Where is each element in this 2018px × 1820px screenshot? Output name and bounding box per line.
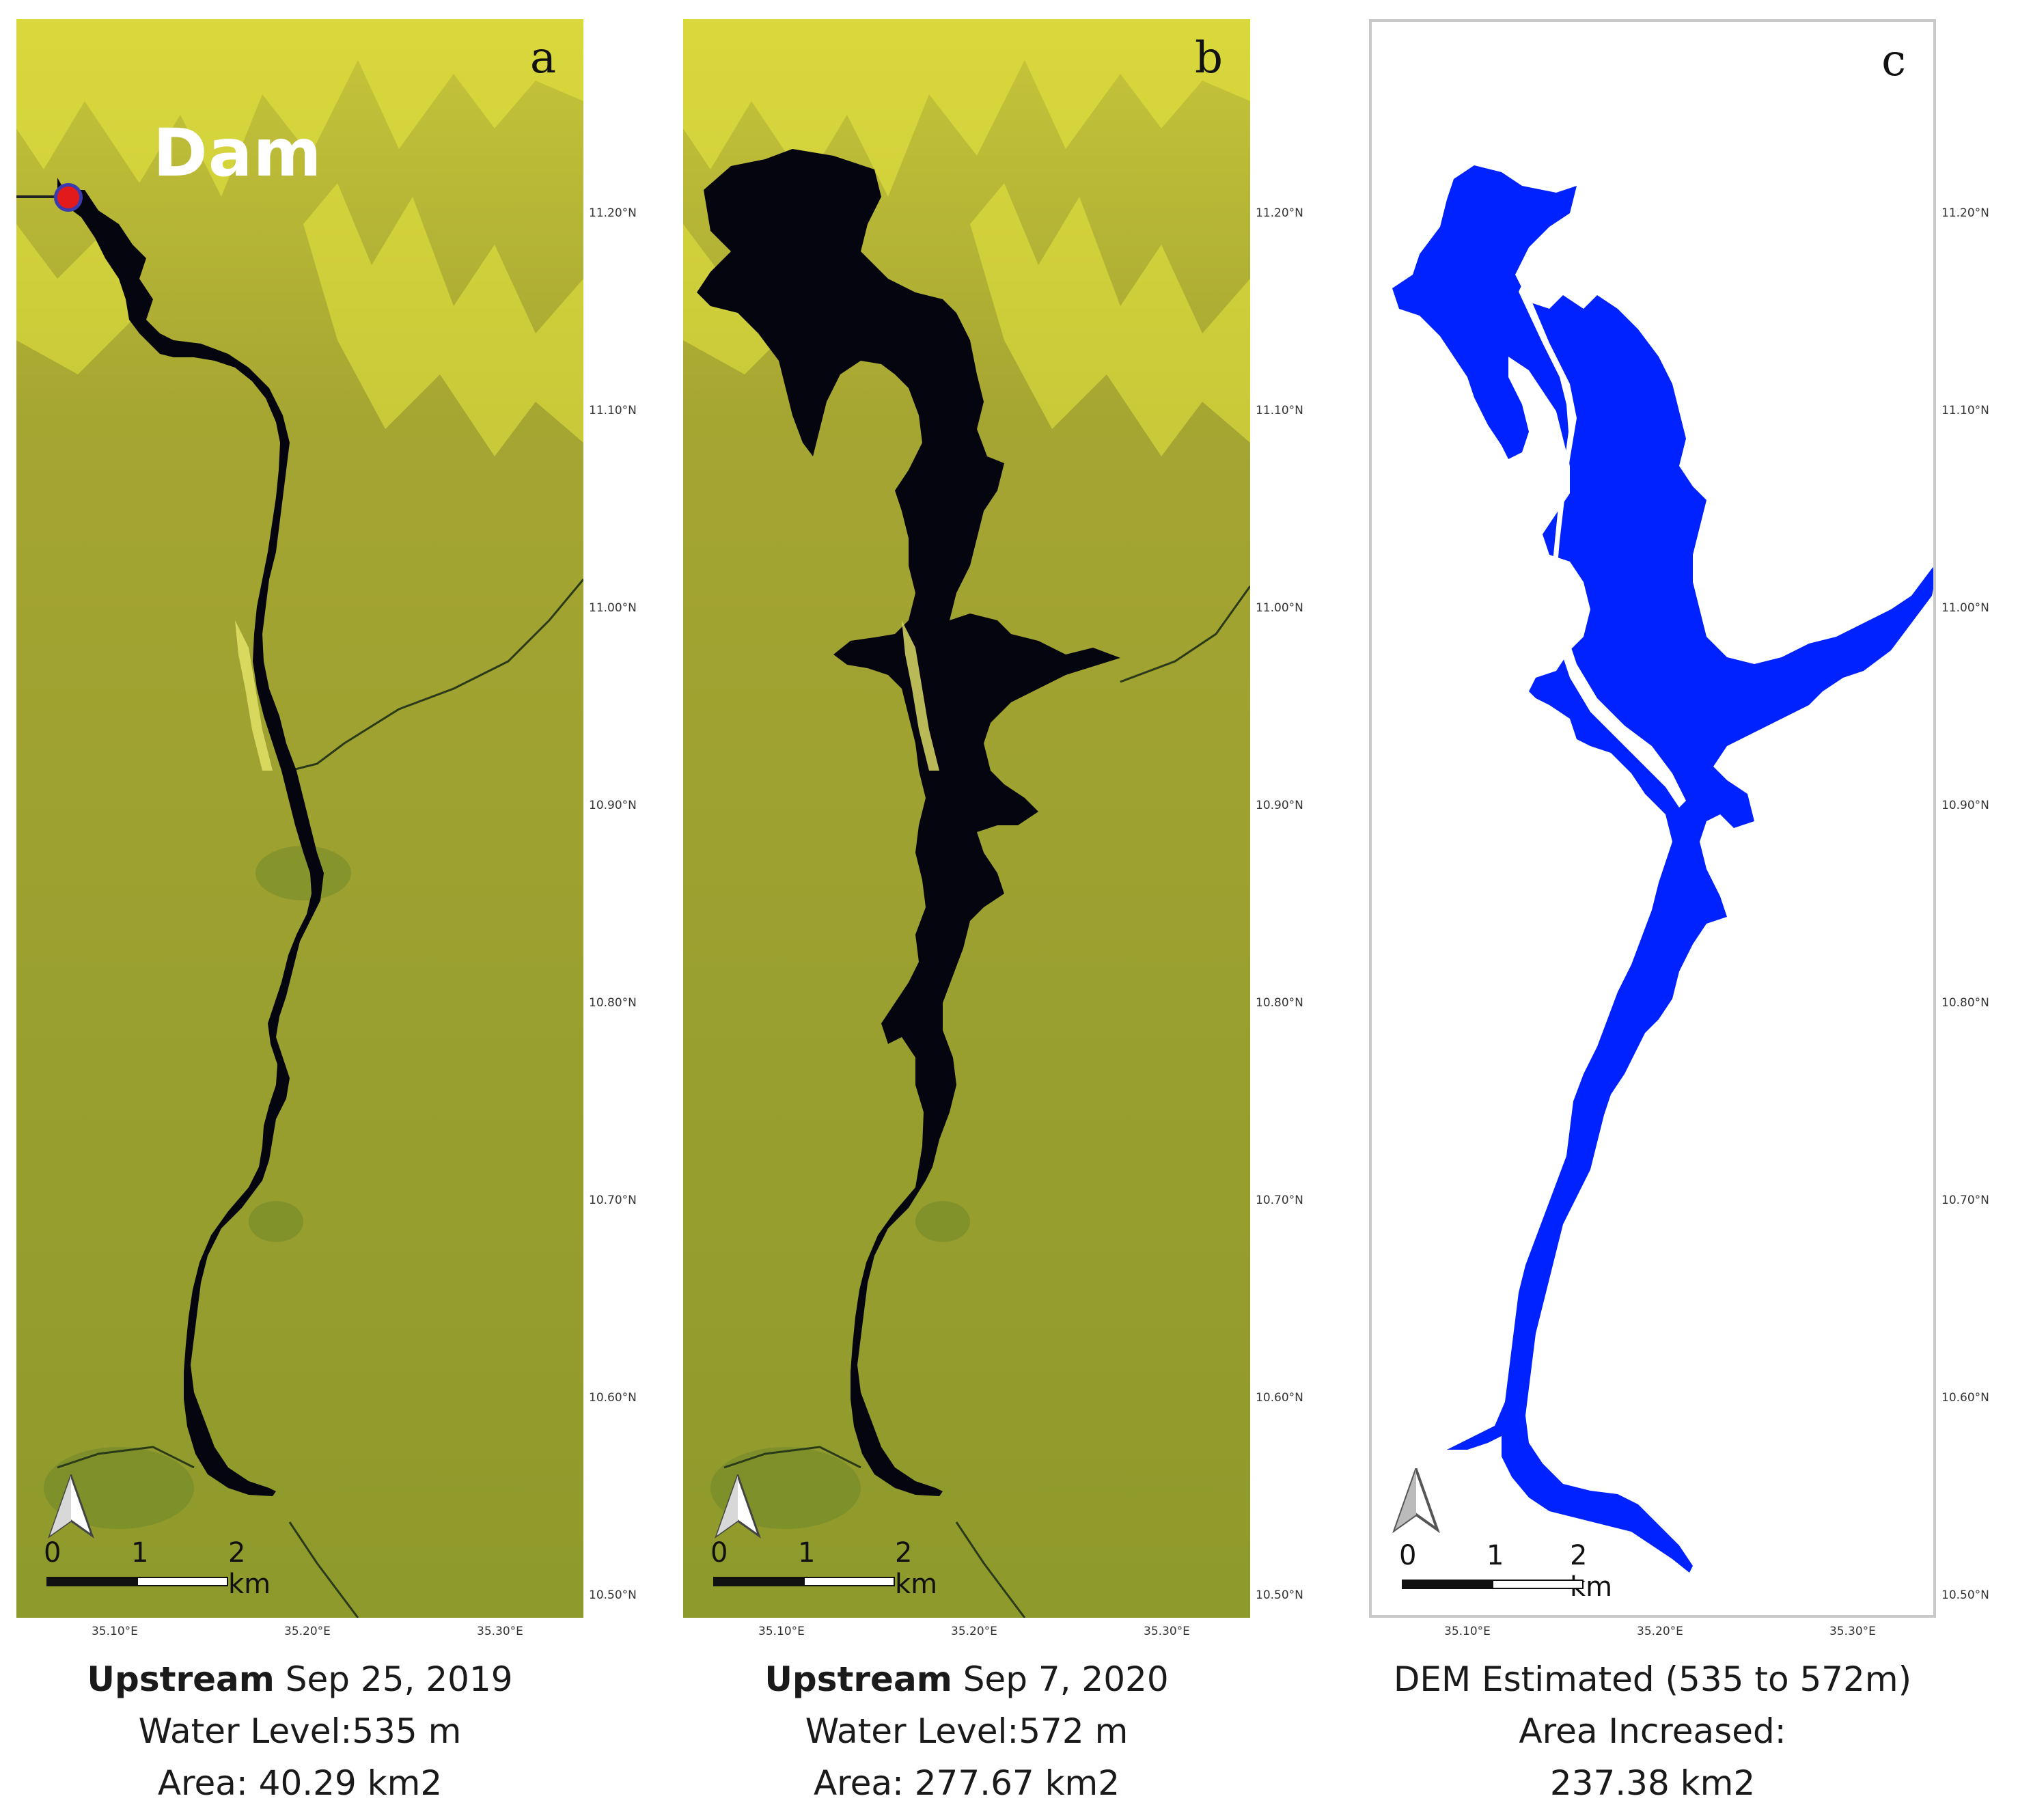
scale-tick-2: 2 km [228, 1537, 271, 1600]
lat-label: 11.20°N [1256, 206, 1303, 220]
caption-a-line2: Water Level:535 m [138, 1711, 462, 1751]
lat-label: 11.20°N [589, 206, 637, 220]
dem-water-extent [1392, 165, 1933, 1573]
map-panel-b: b 0 1 2 km [683, 19, 1250, 1618]
lat-label: 10.80°N [589, 996, 637, 1010]
lat-label: 10.60°N [589, 1391, 637, 1405]
caption-c-line2: Area Increased: [1519, 1711, 1786, 1751]
dam-marker-icon [54, 183, 83, 212]
lat-label: 11.00°N [589, 601, 637, 615]
lat-label: 11.00°N [1941, 601, 1989, 615]
lat-label: 10.90°N [1941, 799, 1989, 812]
lat-label: 10.70°N [589, 1194, 637, 1207]
caption-c: DEM Estimated (535 to 572m) Area Increas… [1369, 1653, 1936, 1809]
caption-b: Upstream Sep 7, 2020 Water Level:572 m A… [683, 1653, 1250, 1809]
north-arrow-icon [715, 1474, 761, 1539]
caption-b-line1: Upstream Sep 7, 2020 [683, 1653, 1250, 1705]
caption-a: Upstream Sep 25, 2019 Water Level:535 m … [16, 1653, 583, 1809]
lon-label: 35.20°E [951, 1625, 997, 1638]
caption-c-line3: 237.38 km2 [1549, 1763, 1756, 1803]
lat-label: 10.90°N [589, 799, 637, 812]
lat-label: 10.80°N [1941, 996, 1989, 1010]
lat-label: 10.50°N [1941, 1588, 1989, 1602]
lon-label: 35.10°E [1444, 1625, 1491, 1638]
north-arrow-icon [1392, 1468, 1440, 1533]
lat-label: 10.60°N [1256, 1391, 1303, 1405]
caption-c-line1: DEM Estimated (535 to 572m) [1393, 1659, 1912, 1699]
dam-label: Dam [153, 115, 322, 191]
lat-label: 10.60°N [1941, 1391, 1989, 1405]
scale-tick-2: 2 km [1570, 1540, 1613, 1603]
scale-segment-dark [713, 1577, 805, 1586]
caption-b-date: Sep 7, 2020 [952, 1659, 1169, 1699]
scale-tick-0: 0 [44, 1537, 61, 1569]
scale-bar-c: 0 1 2 km [1399, 1540, 1612, 1603]
dem-extent-map [1392, 165, 1933, 1573]
lon-label: 35.30°E [1144, 1625, 1190, 1638]
lat-label: 11.10°N [1941, 404, 1989, 417]
scale-tick-1: 1 [131, 1537, 149, 1569]
lat-label: 10.80°N [1256, 996, 1303, 1010]
lon-label: 35.20°E [284, 1625, 331, 1638]
lat-label: 10.70°N [1941, 1194, 1989, 1207]
caption-b-line2: Water Level:572 m [805, 1711, 1129, 1751]
lon-label: 35.20°E [1637, 1625, 1683, 1638]
map-panel-a: Dam a 0 1 2 km [16, 19, 583, 1618]
scale-tick-1: 1 [798, 1537, 816, 1569]
lat-label: 11.10°N [589, 404, 637, 417]
sar-image-a [16, 19, 583, 1618]
caption-a-line3: Area: 40.29 km2 [157, 1763, 443, 1803]
caption-a-line1: Upstream Sep 25, 2019 [16, 1653, 583, 1705]
caption-a-date: Sep 25, 2019 [274, 1659, 513, 1699]
caption-a-bold: Upstream [87, 1659, 275, 1699]
caption-b-line3: Area: 277.67 km2 [813, 1763, 1120, 1803]
lat-label: 11.00°N [1256, 601, 1303, 615]
scale-tick-2: 2 km [895, 1537, 938, 1600]
panel-letter-a: a [529, 33, 556, 83]
lon-label: 35.30°E [477, 1625, 523, 1638]
scale-segment-light [1492, 1580, 1584, 1589]
panel-letter-c: c [1881, 36, 1906, 86]
lon-label: 35.10°E [758, 1625, 805, 1638]
scale-tick-1: 1 [1487, 1540, 1504, 1571]
lon-label: 35.30°E [1829, 1625, 1876, 1638]
sar-image-b [683, 19, 1250, 1618]
lat-label: 10.70°N [1256, 1194, 1303, 1207]
north-arrow-icon [48, 1474, 94, 1539]
scale-segment-light [803, 1577, 895, 1586]
lat-label: 11.10°N [1256, 404, 1303, 417]
lat-label: 10.90°N [1256, 799, 1303, 812]
map-panel-c: c 0 1 2 km [1369, 19, 1936, 1618]
panel-letter-b: b [1195, 33, 1223, 83]
scale-segment-dark [1402, 1580, 1493, 1589]
scale-bar-a: 0 1 2 km [44, 1537, 271, 1600]
scale-tick-0: 0 [710, 1537, 728, 1569]
dam-line [16, 195, 56, 198]
caption-b-bold: Upstream [764, 1659, 952, 1699]
scale-bar-b: 0 1 2 km [710, 1537, 937, 1600]
lon-label: 35.10°E [92, 1625, 138, 1638]
scale-tick-0: 0 [1399, 1540, 1417, 1571]
scale-segment-light [137, 1577, 228, 1586]
scale-segment-dark [46, 1577, 138, 1586]
lat-label: 10.50°N [1256, 1588, 1303, 1602]
reservoir-water-b [697, 149, 1120, 1496]
lat-label: 11.20°N [1941, 206, 1989, 220]
lat-label: 10.50°N [589, 1588, 637, 1602]
